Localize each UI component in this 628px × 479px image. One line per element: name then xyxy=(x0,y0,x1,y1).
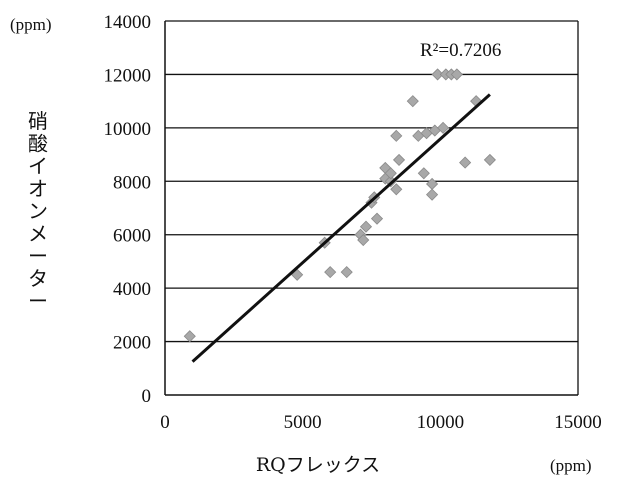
y-tick-label: 2000 xyxy=(113,333,151,354)
x-tick-labels: 0 5000 10000 15000 xyxy=(160,412,602,433)
y-tick-label: 0 xyxy=(142,386,152,407)
x-tick-label: 0 xyxy=(160,412,170,433)
data-point xyxy=(483,153,496,166)
y-tick-label: 8000 xyxy=(113,172,151,193)
y-tick-label: 4000 xyxy=(113,279,151,300)
x-tick-label: 10000 xyxy=(417,412,465,433)
data-point xyxy=(359,220,373,233)
data-point xyxy=(431,68,444,81)
data-point xyxy=(426,177,439,191)
y-tick-label: 10000 xyxy=(104,119,152,140)
y-tick-label: 14000 xyxy=(104,12,152,33)
x-tick-label: 5000 xyxy=(284,412,322,433)
data-point xyxy=(450,68,463,81)
x-axis-label: RQフレックス xyxy=(256,454,380,476)
x-tick-label: 15000 xyxy=(554,412,602,433)
data-point xyxy=(426,188,439,201)
data-point xyxy=(459,156,472,169)
y-tick-label: 12000 xyxy=(104,65,152,86)
data-point xyxy=(390,183,403,196)
data-point xyxy=(357,233,370,247)
data-point xyxy=(340,266,353,279)
data-point xyxy=(417,167,430,180)
data-point xyxy=(392,153,406,166)
data-point xyxy=(390,129,403,142)
y-axis-label: 硝酸イオンメーター xyxy=(28,109,48,313)
data-point xyxy=(324,266,337,279)
trendline-group xyxy=(191,93,491,363)
data-point xyxy=(370,212,384,225)
trendline xyxy=(191,93,491,363)
y-tick-label: 6000 xyxy=(113,226,151,247)
data-point xyxy=(437,121,450,134)
data-point xyxy=(406,95,419,108)
y-unit-label: (ppm) xyxy=(10,15,52,34)
horizontal-gridlines xyxy=(165,20,578,343)
axes xyxy=(164,21,579,396)
x-unit-label: (ppm) xyxy=(550,456,592,475)
data-point xyxy=(183,330,196,343)
r-squared-annotation: R²=0.7206 xyxy=(420,40,501,61)
data-point xyxy=(384,167,397,180)
data-points xyxy=(183,68,496,343)
y-tick-labels: 0 2000 4000 6000 8000 10000 12000 14000 xyxy=(104,12,152,407)
